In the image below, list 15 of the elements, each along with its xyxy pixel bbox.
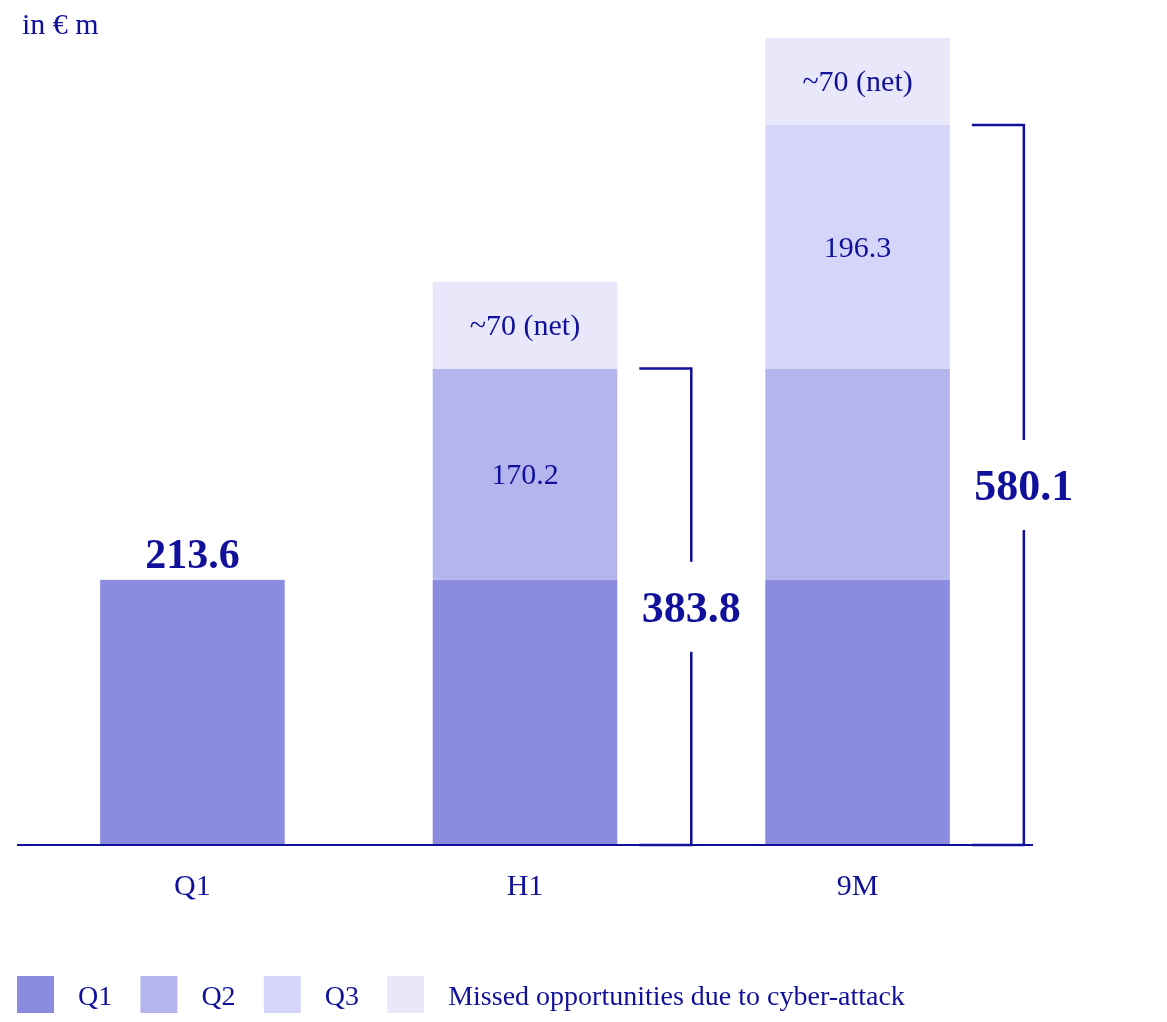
x-tick-label: Q1	[174, 868, 211, 901]
legend-label: Q3	[324, 980, 360, 1011]
x-tick-label: 9M	[836, 868, 879, 901]
legend-label: Q2	[201, 980, 236, 1011]
y-axis-title: in € m	[22, 7, 99, 40]
data-label: 170.2	[491, 457, 559, 491]
annotation: 383.8	[641, 582, 741, 632]
data-label: ~70 (net)	[469, 308, 581, 343]
legend-label: Q1	[78, 980, 113, 1011]
x-tick-label: H1	[506, 868, 544, 901]
annotation: 580.1	[974, 460, 1074, 510]
data-label: 213.6	[145, 530, 240, 577]
legend-label: Missed opportunities due to cyber-attack	[448, 980, 905, 1011]
data-label: 196.3	[823, 229, 892, 263]
data-label: ~70 (net)	[802, 64, 913, 99]
